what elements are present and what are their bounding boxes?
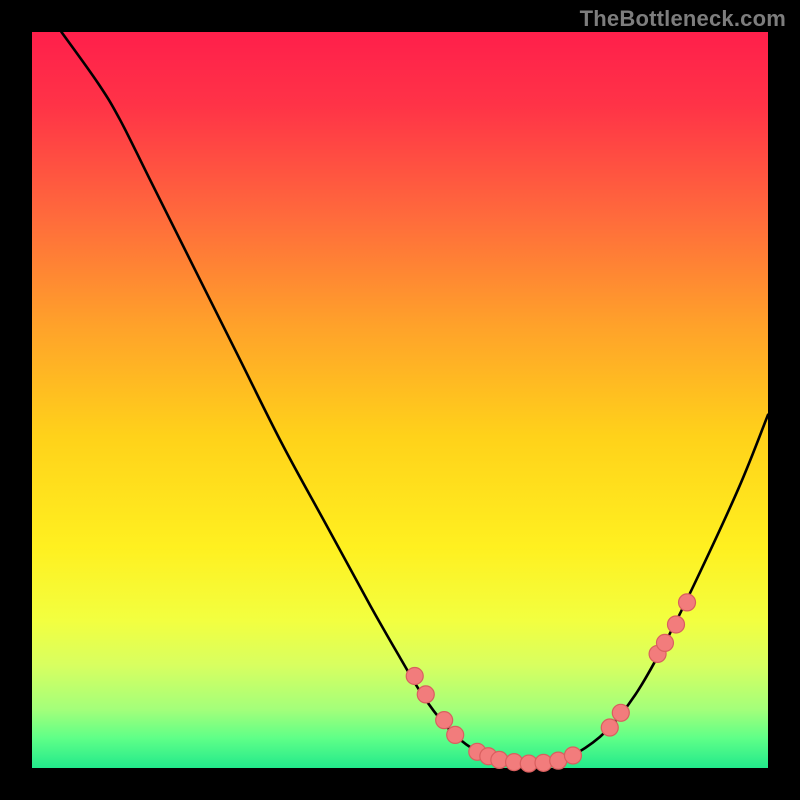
data-marker	[601, 719, 618, 736]
data-marker	[612, 704, 629, 721]
data-marker	[417, 686, 434, 703]
chart-stage: TheBottleneck.com	[0, 0, 800, 800]
data-marker	[447, 726, 464, 743]
data-marker	[436, 712, 453, 729]
data-marker	[679, 594, 696, 611]
chart-svg	[0, 0, 800, 800]
data-marker	[668, 616, 685, 633]
data-marker	[564, 747, 581, 764]
data-marker	[656, 634, 673, 651]
watermark-text: TheBottleneck.com	[580, 6, 786, 32]
data-marker	[406, 668, 423, 685]
